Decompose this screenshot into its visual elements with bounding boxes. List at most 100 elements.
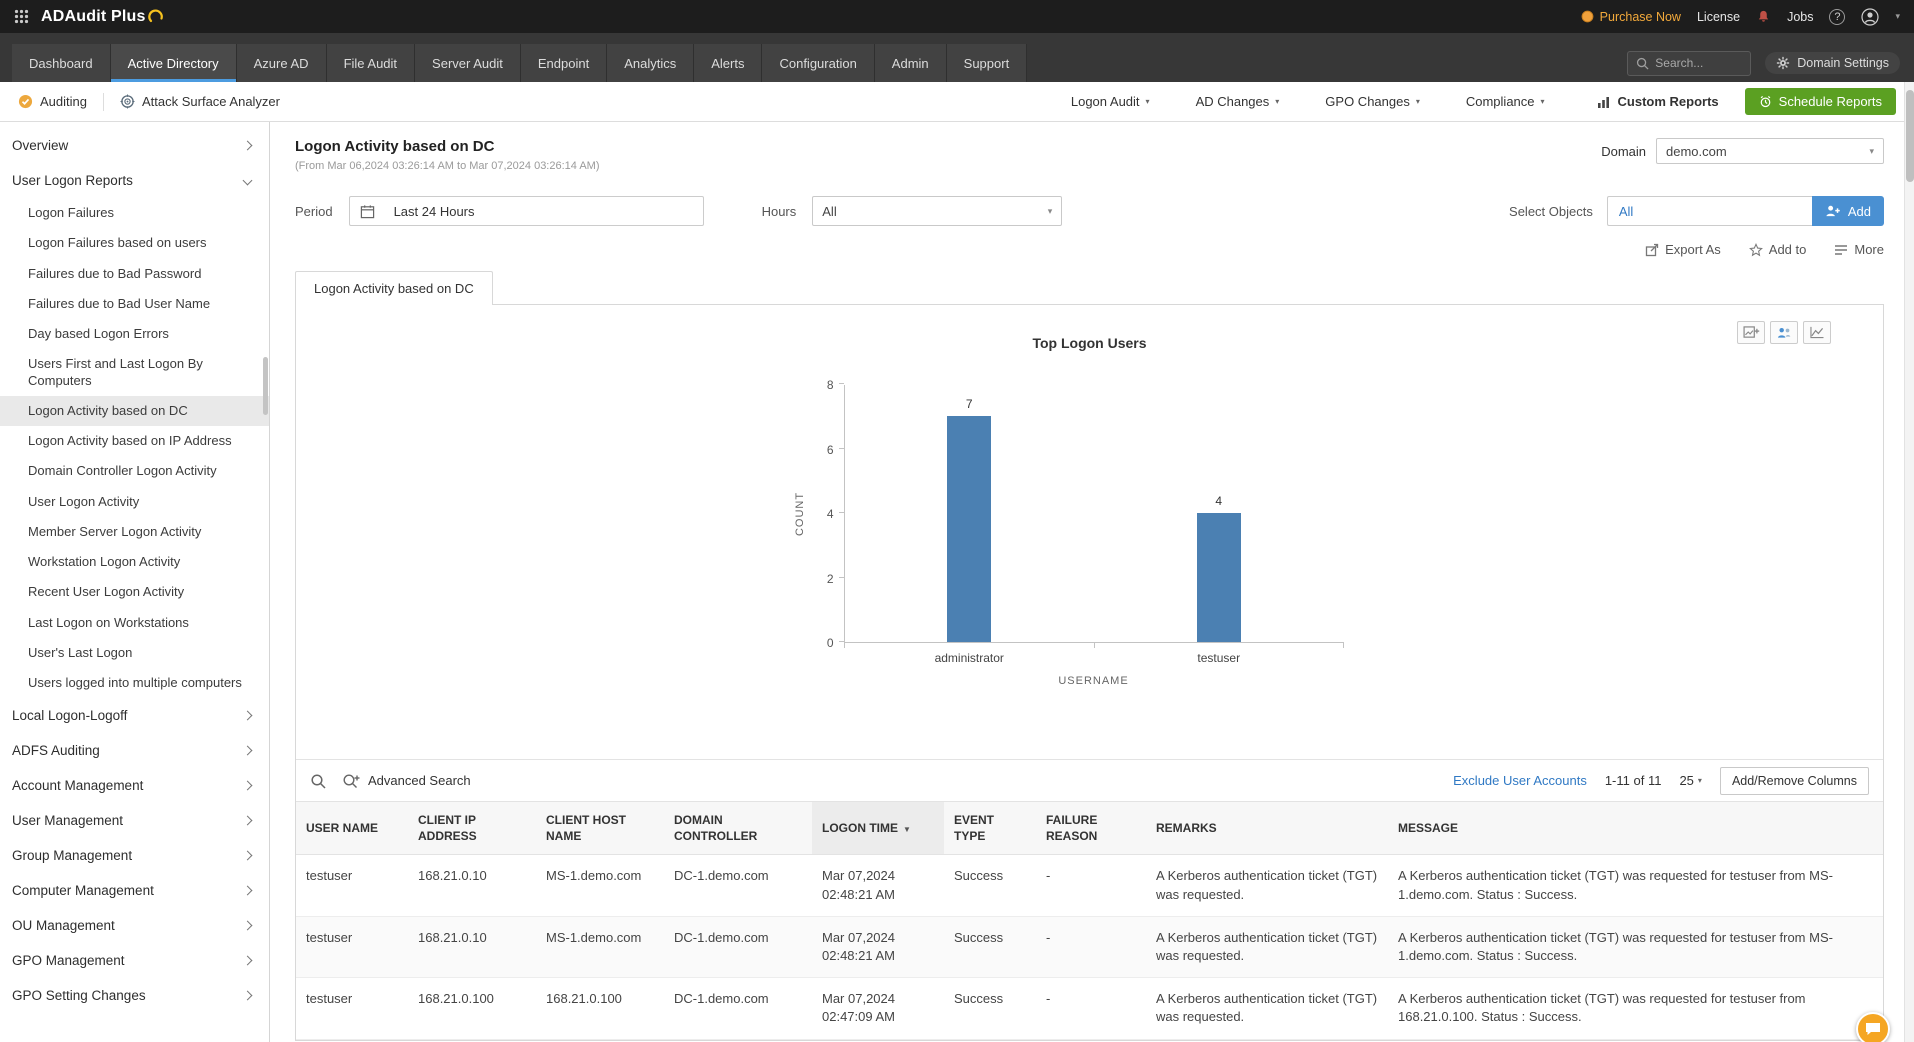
page-subtitle: (From Mar 06,2024 03:26:14 AM to Mar 07,… xyxy=(295,160,600,172)
sidebar-item-recent-user-logon-activity[interactable]: Recent User Logon Activity xyxy=(28,584,185,600)
sidebar-item-users-first-and-last-logon-by-computers[interactable]: Users First and Last Logon By Computers xyxy=(28,356,203,388)
cell-client-host-name: 168.21.0.100 xyxy=(536,977,664,1040)
nav-tab-active-directory[interactable]: Active Directory xyxy=(110,44,237,82)
sidebar-item-last-logon-on-workstations[interactable]: Last Logon on Workstations xyxy=(28,614,189,630)
sidebar-item-member-server-logon-activity[interactable]: Member Server Logon Activity xyxy=(28,523,202,539)
more-button[interactable]: More xyxy=(1834,242,1884,257)
app-launcher-icon[interactable] xyxy=(14,9,29,24)
page-title: Logon Activity based on DC xyxy=(295,138,495,155)
license-link[interactable]: License xyxy=(1696,9,1741,24)
column-header-remarks[interactable]: REMARKS xyxy=(1146,800,1388,856)
chart-type-users-button[interactable] xyxy=(1770,321,1798,344)
sidebar-item-logon-activity-based-on-ip-address[interactable]: Logon Activity based on IP Address xyxy=(28,433,232,448)
vertical-scrollbar[interactable] xyxy=(1904,82,1914,1042)
nav-tab-endpoint[interactable]: Endpoint xyxy=(520,44,608,82)
chart-type-image-button[interactable] xyxy=(1737,321,1765,344)
global-search-input[interactable]: Search... xyxy=(1627,50,1752,76)
menu-compliance[interactable]: Compliance ▾ xyxy=(1466,94,1545,109)
nav-tab-server-audit[interactable]: Server Audit xyxy=(415,44,521,82)
sidebar-section-ou-management[interactable]: OU Management xyxy=(0,908,269,943)
sidebar-item-logon-failures[interactable]: Logon Failures xyxy=(28,205,114,220)
menu-logon-audit[interactable]: Logon Audit ▾ xyxy=(1071,94,1150,109)
cell-failure-reason: - xyxy=(1036,977,1146,1040)
user-menu-caret-icon[interactable]: ▾ xyxy=(1895,11,1900,21)
page-size-select[interactable]: 25 ▾ xyxy=(1679,773,1701,788)
main-content: Logon Activity based on DC (From Mar 06,… xyxy=(270,122,1914,1042)
advanced-search-button[interactable]: Advanced Search xyxy=(342,773,471,789)
column-header-label: REMARKS xyxy=(1156,821,1217,836)
chat-support-button[interactable] xyxy=(1856,1012,1890,1042)
nav-tab-analytics[interactable]: Analytics xyxy=(607,44,695,82)
sidebar-section-group-management[interactable]: Group Management xyxy=(0,838,269,873)
sidebar-item-domain-controller-logon-activity[interactable]: Domain Controller Logon Activity xyxy=(28,463,217,479)
sidebar-section-user-management[interactable]: User Management xyxy=(0,803,269,838)
nav-tab-support[interactable]: Support xyxy=(946,44,1028,82)
calendar-icon[interactable] xyxy=(350,204,386,219)
period-input[interactable]: Last 24 Hours xyxy=(348,196,704,226)
jobs-link[interactable]: Jobs xyxy=(1787,9,1814,24)
sidebar-item-workstation-logon-activity[interactable]: Workstation Logon Activity xyxy=(28,554,181,569)
sidebar-item-logon-activity-based-on-dc[interactable]: Logon Activity based on DC xyxy=(0,395,269,426)
search-icon[interactable] xyxy=(310,773,326,789)
nav-tab-alerts[interactable]: Alerts xyxy=(694,44,763,82)
nav-tab-configuration[interactable]: Configuration xyxy=(762,44,875,82)
sidebar-item-user-logon-activity[interactable]: User Logon Activity xyxy=(28,493,140,509)
nav-tab-file-audit[interactable]: File Audit xyxy=(326,44,416,82)
menu-ad-changes[interactable]: AD Changes ▾ xyxy=(1196,94,1280,109)
domain-select[interactable]: demo.com ▾ xyxy=(1656,138,1884,164)
sidebar-section-computer-management[interactable]: Computer Management xyxy=(0,873,269,908)
add-to-button[interactable]: Add to xyxy=(1748,242,1807,257)
vertical-scrollbar-thumb[interactable] xyxy=(1906,90,1914,182)
column-header-client-host-name[interactable]: CLIENT HOST NAME xyxy=(536,800,664,856)
sidebar-section-overview[interactable]: Overview xyxy=(0,128,269,163)
exclude-user-accounts-link[interactable]: Exclude User Accounts xyxy=(1453,773,1587,788)
add-objects-button[interactable]: Add xyxy=(1811,196,1884,226)
schedule-reports-button[interactable]: Schedule Reports xyxy=(1744,88,1896,115)
bar-value-label: 7 xyxy=(965,397,973,412)
purchase-now-link[interactable]: Purchase Now xyxy=(1581,10,1681,24)
sidebar-section-user-logon-reports[interactable]: User Logon Reports xyxy=(0,163,269,198)
help-icon[interactable]: ? xyxy=(1829,8,1846,25)
chart-bar-testuser[interactable] xyxy=(1196,513,1241,642)
column-header-domain-controller[interactable]: DOMAIN CONTROLLER xyxy=(664,800,812,856)
column-header-failure-reason[interactable]: FAILURE REASON xyxy=(1036,800,1146,856)
column-header-logon-time[interactable]: LOGON TIME ▼ xyxy=(812,800,944,856)
add-remove-columns-button[interactable]: Add/Remove Columns xyxy=(1719,766,1869,795)
menu-gpo-changes[interactable]: GPO Changes ▾ xyxy=(1325,94,1420,109)
sidebar-scrollbar-thumb[interactable] xyxy=(263,357,268,415)
notifications-bell-icon[interactable] xyxy=(1756,9,1771,24)
sidebar-section-adfs-auditing[interactable]: ADFS Auditing xyxy=(0,733,269,768)
sidebar-item-users-logged-into-multiple-computers[interactable]: Users logged into multiple computers xyxy=(28,675,242,690)
select-objects-field[interactable]: All xyxy=(1606,196,1812,226)
add-to-label: Add to xyxy=(1768,242,1807,257)
sidebar-item-failures-due-to-bad-password[interactable]: Failures due to Bad Password xyxy=(28,265,202,281)
sidebar-section-gpo-setting-changes[interactable]: GPO Setting Changes xyxy=(0,978,269,1013)
sidebar-item-failures-due-to-bad-user-name[interactable]: Failures due to Bad User Name xyxy=(28,295,211,311)
custom-reports-button[interactable]: Custom Reports xyxy=(1597,94,1719,109)
sidebar-item-user-s-last-logon[interactable]: User's Last Logon xyxy=(28,644,133,660)
column-header-client-ip-address[interactable]: CLIENT IP ADDRESS xyxy=(408,800,536,856)
export-as-button[interactable]: Export As xyxy=(1645,242,1721,257)
column-header-event-type[interactable]: EVENT TYPE xyxy=(944,800,1036,856)
sidebar-section-account-management[interactable]: Account Management xyxy=(0,768,269,803)
nav-tab-admin[interactable]: Admin xyxy=(874,44,947,82)
purchase-icon xyxy=(1581,10,1594,23)
nav-tab-azure-ad[interactable]: Azure AD xyxy=(236,44,327,82)
subnav-auditing[interactable]: Auditing xyxy=(18,94,87,109)
sidebar-section-local-logon-logoff[interactable]: Local Logon-Logoff xyxy=(0,698,269,733)
user-avatar-icon[interactable] xyxy=(1861,7,1880,26)
hours-select[interactable]: All ▾ xyxy=(812,196,1063,226)
chart-type-trend-button[interactable] xyxy=(1803,321,1831,344)
chart-bar-administrator[interactable] xyxy=(947,416,992,642)
subnav-attack-surface-analyzer[interactable]: Attack Surface Analyzer xyxy=(120,94,280,109)
column-header-message[interactable]: MESSAGE xyxy=(1388,800,1883,856)
sidebar-item-day-based-logon-errors[interactable]: Day based Logon Errors xyxy=(28,326,169,341)
sidebar-section-gpo-management[interactable]: GPO Management xyxy=(0,943,269,978)
domain-settings-button[interactable]: Domain Settings xyxy=(1765,52,1900,74)
column-header-label: CLIENT HOST NAME xyxy=(546,813,626,844)
cell-logon-time: Mar 07,2024 02:47:09 AM xyxy=(812,977,944,1040)
report-tab[interactable]: Logon Activity based on DC xyxy=(295,271,493,305)
nav-tab-dashboard[interactable]: Dashboard xyxy=(12,44,111,82)
sidebar-item-logon-failures-based-on-users[interactable]: Logon Failures based on users xyxy=(28,235,207,251)
column-header-user-name[interactable]: USER NAME xyxy=(296,800,408,856)
